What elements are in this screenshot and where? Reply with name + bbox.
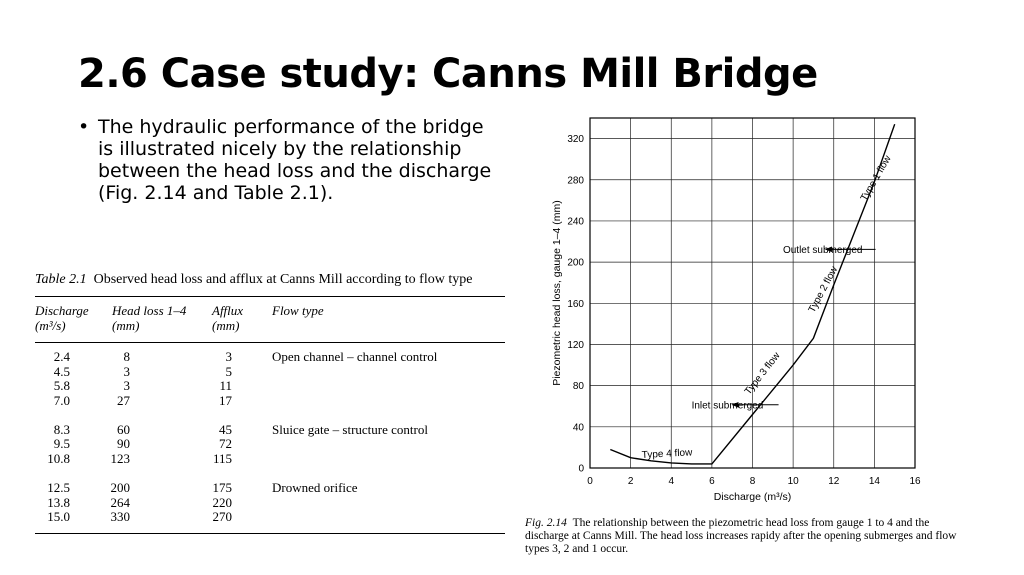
figure-caption: Fig. 2.14 The relationship between the p… <box>525 517 965 556</box>
y-tick-label: 240 <box>567 216 584 227</box>
x-axis-label: Discharge (m³/s) <box>714 491 792 503</box>
table-cell: 10.8 <box>47 451 70 466</box>
table-cell: 175 <box>212 480 233 495</box>
table-cell: 270 <box>212 509 233 525</box>
header-flowtype: Flow type <box>272 303 324 318</box>
x-tick-label: 0 <box>587 476 593 487</box>
y-tick-label: 40 <box>573 422 585 433</box>
table-cell: 13.8 <box>47 494 70 510</box>
y-axis-label: Piezometric head loss, gauge 1–4 (mm) <box>551 200 563 386</box>
table-header-rule <box>35 342 505 343</box>
y-tick-label: 320 <box>567 134 584 145</box>
table-cell: 27 <box>117 392 130 408</box>
table-cell: 123 <box>110 451 131 466</box>
chart-annotation: Type 3 flow <box>743 350 783 397</box>
table-cell: 11 <box>219 378 232 394</box>
table-cell: 5 <box>225 363 233 379</box>
table-cell: 115 <box>212 451 232 466</box>
plot-frame <box>589 117 916 469</box>
chart-annotation: Type 2 flow <box>807 264 841 315</box>
chart-annotation: Outlet submerged <box>783 245 863 256</box>
table-cell: 3 <box>225 349 233 364</box>
chart-annotation: Type 1 flow <box>859 153 894 203</box>
table-cell: 72 <box>219 436 232 452</box>
x-tick-label: 2 <box>628 476 634 487</box>
chart-annotation: Type 4 flow <box>642 447 694 461</box>
header-headloss: Head loss 1–4 (mm) <box>112 303 187 333</box>
table-cell: 2.4 <box>53 349 70 364</box>
figure-label: Fig. 2.14 <box>525 517 567 529</box>
table-cell: 60 <box>117 421 130 437</box>
slide-title: 2.6 Case study: Canns Mill Bridge <box>78 51 818 97</box>
table-cell: 3 <box>123 363 131 379</box>
x-tick-label: 16 <box>909 476 921 487</box>
table-caption-text: Observed head loss and afflux at Canns M… <box>93 272 473 287</box>
figure-caption-text: The relationship between the piezometric… <box>525 517 957 555</box>
flow-type-label: Open channel – channel control <box>272 349 438 364</box>
x-tick-label: 10 <box>788 476 800 487</box>
flow-type-label: Sluice gate – structure control <box>272 421 428 437</box>
x-tick-label: 8 <box>750 476 756 487</box>
table-bottom-rule <box>35 533 505 534</box>
x-tick-label: 4 <box>668 476 674 487</box>
table-cell: 17 <box>219 392 232 408</box>
table-label: Table 2.1 <box>35 272 87 287</box>
table-top-rule <box>35 296 505 297</box>
y-tick-label: 200 <box>567 258 584 269</box>
flow-type-label: Drowned orifice <box>272 480 358 495</box>
table-cell: 15.0 <box>47 509 70 525</box>
table-cell: 7.0 <box>53 392 70 408</box>
table-cell: 5.8 <box>53 378 70 394</box>
table-cell: 330 <box>110 509 131 525</box>
table-cell: 8.3 <box>53 421 70 437</box>
y-tick-label: 0 <box>578 464 584 475</box>
x-tick-label: 6 <box>709 476 715 487</box>
table-cell: 90 <box>117 436 130 452</box>
header-afflux: Afflux (mm) <box>212 303 244 333</box>
table-cell: 9.5 <box>53 436 70 452</box>
bullet-text: The hydraulic performance of the bridge … <box>98 116 492 204</box>
y-tick-label: 120 <box>567 340 584 351</box>
table-cell: 12.5 <box>47 480 70 495</box>
headloss-chart: Discharge (m³/s) Piezometric head loss, … <box>551 117 921 503</box>
chart-annotation: Inlet submerged <box>692 400 764 411</box>
series-line <box>610 123 896 465</box>
bullet-point: • The hydraulic performance of the bridg… <box>78 116 498 204</box>
y-tick-label: 280 <box>567 175 584 186</box>
table-cell: 200 <box>110 480 131 495</box>
table-cell: 8 <box>123 349 131 364</box>
table-cell: 264 <box>110 494 131 510</box>
table-cell: 45 <box>219 421 232 437</box>
y-tick-label: 160 <box>567 299 584 310</box>
table-cell: 220 <box>212 494 233 510</box>
x-tick-label: 12 <box>828 476 840 487</box>
table-cell: 4.5 <box>53 363 70 379</box>
y-tick-label: 80 <box>573 381 585 392</box>
x-tick-label: 14 <box>869 476 881 487</box>
table-caption: Table 2.1 Observed head loss and afflux … <box>35 272 472 288</box>
header-discharge: Discharge (m³/s) <box>35 303 89 333</box>
table-cell: 3 <box>123 378 131 394</box>
bullet-dot-icon: • <box>78 116 90 138</box>
